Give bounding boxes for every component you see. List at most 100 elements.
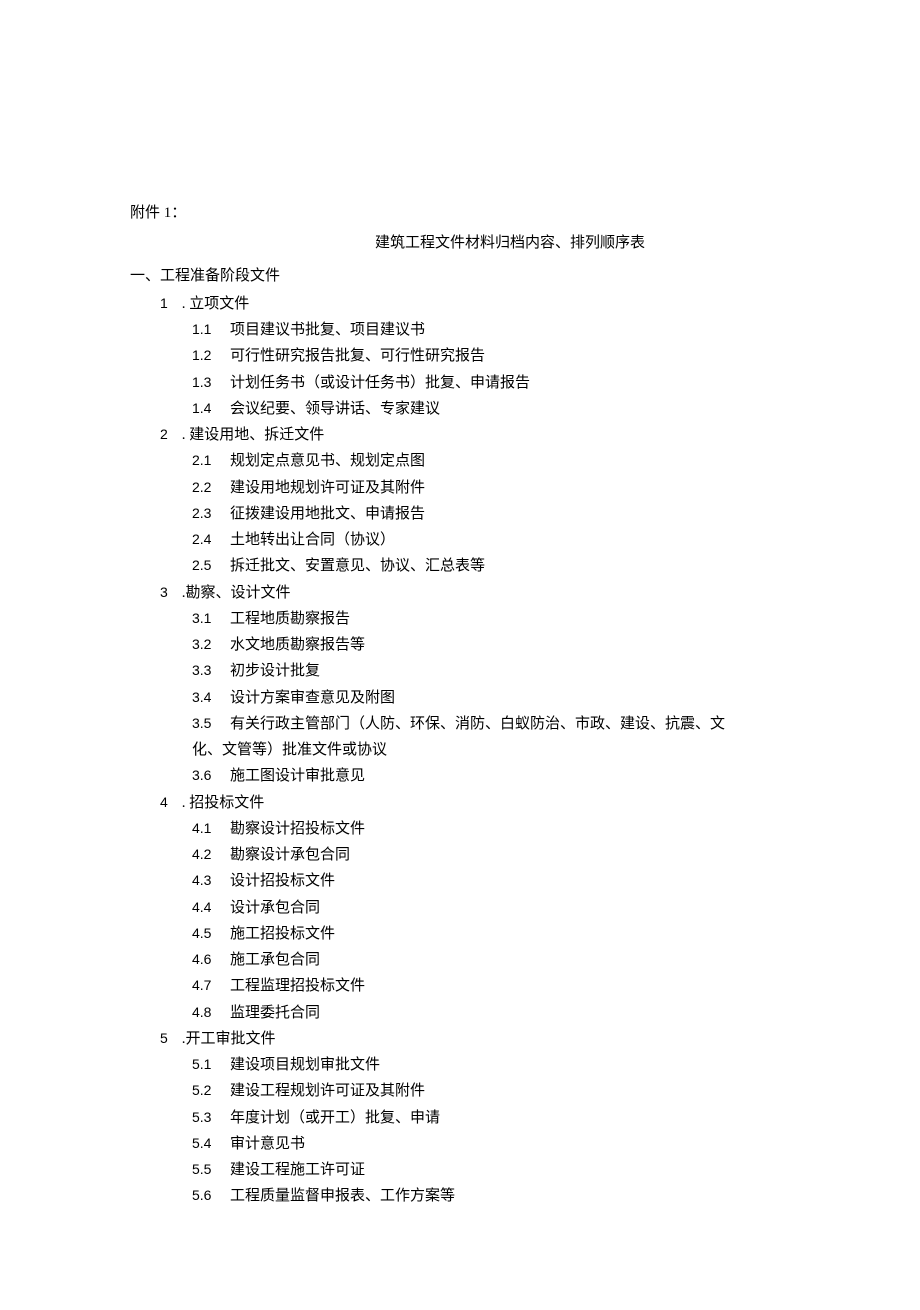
level1-number: 4 [160, 790, 178, 815]
level2-text: 拆迁批文、安置意见、协议、汇总表等 [230, 558, 485, 574]
level2-number: 4.5 [192, 921, 230, 946]
level2-number: 4.4 [192, 895, 230, 920]
level2-text: 施工图设计审批意见 [230, 768, 365, 784]
level2-item: 1.4会议纪要、领导讲话、专家建议 [130, 396, 790, 422]
level2-item: 2.3征拨建设用地批文、申请报告 [130, 501, 790, 527]
level2-number: 1.3 [192, 370, 230, 395]
level2-text: 水文地质勘察报告等 [230, 637, 365, 653]
level2-continuation: 化、文管等）批准文件或协议 [130, 737, 790, 763]
level2-number: 3.3 [192, 658, 230, 683]
level2-text: 勘察设计招投标文件 [230, 821, 365, 837]
level1-number: 3 [160, 580, 178, 605]
level2-number: 5.1 [192, 1052, 230, 1077]
level2-number: 5.5 [192, 1157, 230, 1182]
level2-item: 4.4设计承包合同 [130, 895, 790, 921]
level2-number: 1.1 [192, 317, 230, 342]
level2-text: 设计方案审查意见及附图 [230, 690, 395, 706]
level2-number: 3.5 [192, 711, 230, 736]
level2-number: 4.2 [192, 842, 230, 867]
level2-number: 5.2 [192, 1078, 230, 1103]
level1-item: 5 .开工审批文件 [130, 1026, 790, 1052]
level2-number: 4.3 [192, 868, 230, 893]
level2-number: 4.7 [192, 973, 230, 998]
level2-item: 3.2水文地质勘察报告等 [130, 632, 790, 658]
level2-text: 土地转出让合同（协议） [230, 532, 395, 548]
level2-item: 3.6施工图设计审批意见 [130, 763, 790, 789]
level1-suffix: . [178, 585, 186, 601]
level1-number: 1 [160, 291, 178, 316]
level1-title: 勘察、设计文件 [186, 585, 291, 601]
level2-text: 建设工程规划许可证及其附件 [230, 1083, 425, 1099]
level2-item: 1.2可行性研究报告批复、可行性研究报告 [130, 343, 790, 369]
level1-title: 建设用地、拆迁文件 [189, 427, 324, 443]
level2-text: 建设用地规划许可证及其附件 [230, 480, 425, 496]
level1-title: 开工审批文件 [186, 1031, 276, 1047]
level2-text: 设计招投标文件 [230, 873, 335, 889]
level2-item: 5.3年度计划（或开工）批复、申请 [130, 1105, 790, 1131]
level2-item: 1.3计划任务书（或设计任务书）批复、申请报告 [130, 370, 790, 396]
level2-text: 项目建议书批复、项目建议书 [230, 322, 425, 338]
level2-number: 3.2 [192, 632, 230, 657]
level2-text: 可行性研究报告批复、可行性研究报告 [230, 348, 485, 364]
content-outline: 1 . 立项文件1.1项目建议书批复、项目建议书1.2可行性研究报告批复、可行性… [130, 291, 790, 1210]
level2-text: 审计意见书 [230, 1136, 305, 1152]
level1-suffix: . [178, 296, 189, 312]
level1-suffix: . [178, 1031, 186, 1047]
level2-item: 1.1项目建议书批复、项目建议书 [130, 317, 790, 343]
level2-text: 勘察设计承包合同 [230, 847, 350, 863]
level2-item: 4.3设计招投标文件 [130, 868, 790, 894]
level2-item: 5.1建设项目规划审批文件 [130, 1052, 790, 1078]
level2-number: 3.4 [192, 685, 230, 710]
level2-number: 2.4 [192, 527, 230, 552]
level2-text: 年度计划（或开工）批复、申请 [230, 1110, 440, 1126]
level1-item: 2 . 建设用地、拆迁文件 [130, 422, 790, 448]
level2-item: 2.5拆迁批文、安置意见、协议、汇总表等 [130, 553, 790, 579]
level1-suffix: . [178, 795, 189, 811]
level2-item: 2.4土地转出让合同（协议） [130, 527, 790, 553]
level2-text: 初步设计批复 [230, 663, 320, 679]
level2-text: 建设工程施工许可证 [230, 1162, 365, 1178]
level1-number: 2 [160, 422, 178, 447]
level1-item: 1 . 立项文件 [130, 291, 790, 317]
level2-item: 4.7工程监理招投标文件 [130, 973, 790, 999]
level2-number: 2.1 [192, 448, 230, 473]
level2-text: 设计承包合同 [230, 900, 320, 916]
level2-number: 2.3 [192, 501, 230, 526]
attachment-label: 附件 1： [130, 200, 790, 226]
level2-number: 4.8 [192, 1000, 230, 1025]
level2-item: 2.2建设用地规划许可证及其附件 [130, 475, 790, 501]
level1-item: 4 . 招投标文件 [130, 790, 790, 816]
document-title: 建筑工程文件材料归档内容、排列顺序表 [230, 230, 790, 256]
level2-number: 2.2 [192, 475, 230, 500]
level2-text: 有关行政主管部门（人防、环保、消防、白蚁防治、市政、建设、抗震、文 [230, 716, 725, 732]
level2-item: 4.5施工招投标文件 [130, 921, 790, 947]
level2-item: 4.1勘察设计招投标文件 [130, 816, 790, 842]
level2-item: 3.4设计方案审查意见及附图 [130, 685, 790, 711]
level2-text: 工程质量监督申报表、工作方案等 [230, 1188, 455, 1204]
level2-item: 4.6施工承包合同 [130, 947, 790, 973]
level2-item: 2.1规划定点意见书、规划定点图 [130, 448, 790, 474]
level1-item: 3 .勘察、设计文件 [130, 580, 790, 606]
level2-text: 规划定点意见书、规划定点图 [230, 453, 425, 469]
level2-number: 5.4 [192, 1131, 230, 1156]
level2-item: 3.3初步设计批复 [130, 658, 790, 684]
level2-number: 2.5 [192, 553, 230, 578]
level2-item: 4.8监理委托合同 [130, 1000, 790, 1026]
section-heading: 一、工程准备阶段文件 [130, 263, 790, 289]
level2-item: 5.4审计意见书 [130, 1131, 790, 1157]
level2-number: 4.6 [192, 947, 230, 972]
level2-item: 3.1工程地质勘察报告 [130, 606, 790, 632]
level2-text: 监理委托合同 [230, 1005, 320, 1021]
level2-text: 征拨建设用地批文、申请报告 [230, 506, 425, 522]
level2-text: 工程地质勘察报告 [230, 611, 350, 627]
level1-title: 立项文件 [189, 296, 249, 312]
level2-text: 计划任务书（或设计任务书）批复、申请报告 [230, 375, 530, 391]
level2-item: 5.2建设工程规划许可证及其附件 [130, 1078, 790, 1104]
level2-number: 3.1 [192, 606, 230, 631]
level2-item: 5.5建设工程施工许可证 [130, 1157, 790, 1183]
level2-item: 4.2勘察设计承包合同 [130, 842, 790, 868]
level2-number: 4.1 [192, 816, 230, 841]
level2-item: 3.5有关行政主管部门（人防、环保、消防、白蚁防治、市政、建设、抗震、文 [130, 711, 790, 737]
level1-number: 5 [160, 1026, 178, 1051]
level2-item: 5.6工程质量监督申报表、工作方案等 [130, 1183, 790, 1209]
